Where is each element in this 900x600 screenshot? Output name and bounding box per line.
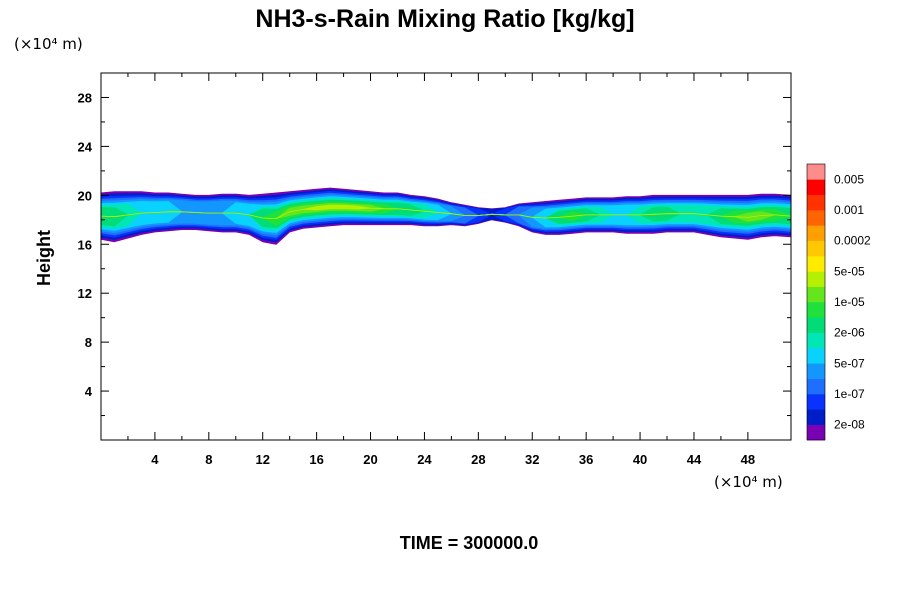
colorbar-swatch [807, 271, 825, 287]
colorbar-swatch [807, 317, 825, 333]
colorbar-label: 1e-05 [834, 295, 865, 309]
x-tick-label: 32 [525, 452, 539, 467]
y-tick-label: 12 [78, 286, 92, 301]
colorbar-label: 0.001 [834, 203, 864, 217]
plot-content [101, 187, 791, 245]
x-axis-unit-label: (×10⁴ m) [714, 473, 783, 491]
colorbar-swatch [807, 256, 825, 272]
x-tick-label: 20 [363, 452, 377, 467]
colorbar-swatch [807, 179, 825, 195]
colorbar-swatch [807, 302, 825, 318]
x-tick-label: 40 [633, 452, 647, 467]
colorbar-label: 2e-08 [834, 418, 865, 432]
colorbar-swatch [807, 164, 825, 180]
y-tick-label: 28 [78, 90, 92, 105]
colorbar-swatch [807, 210, 825, 226]
x-axis: 4 8 12 16 20 24 28 32 36 40 44 48 [127, 73, 755, 467]
x-tick-label: 36 [579, 452, 593, 467]
x-tick-label: 44 [687, 452, 702, 467]
y-axis-unit-label: (×10⁴ m) [14, 35, 83, 53]
y-axis: 4 8 12 16 20 24 28 [78, 90, 791, 417]
colorbar-swatch [807, 348, 825, 364]
colorbar-label: 0.005 [834, 172, 864, 186]
colorbar-label: 2e-06 [834, 326, 865, 340]
y-tick-label: 4 [85, 384, 93, 399]
colorbar-swatch [807, 194, 825, 211]
colorbar-swatch [807, 240, 825, 257]
x-tick-label: 16 [309, 452, 323, 467]
y-tick-label: 20 [78, 188, 92, 203]
x-tick-label: 4 [151, 452, 159, 467]
x-tick-label: 48 [741, 452, 755, 467]
x-tick-label: 28 [471, 452, 485, 467]
contour-band [101, 204, 791, 220]
colorbar-label: 0.0002 [834, 234, 871, 248]
colorbar-swatch [807, 378, 825, 395]
time-label: TIME = 300000.0 [400, 533, 539, 553]
plot-frame [100, 72, 792, 441]
x-tick-label: 8 [205, 452, 212, 467]
colorbar-label: 5e-05 [834, 264, 865, 278]
y-tick-label: 16 [78, 237, 92, 252]
colorbar-swatch [807, 409, 825, 425]
colorbar-swatch [807, 394, 825, 410]
colorbar-swatch [807, 424, 825, 441]
x-tick-label: 24 [417, 452, 432, 467]
colorbar: 2e-08 1e-07 5e-07 2e-06 1e-05 5e-05 0.0002 0.00… [806, 163, 871, 441]
colorbar-swatch [807, 363, 825, 379]
y-axis-label: Height [34, 230, 54, 286]
chart-title: NH3-s-Rain Mixing Ratio [kg/kg] [255, 5, 634, 33]
colorbar-swatch [807, 225, 825, 241]
contour-band [101, 201, 791, 227]
y-tick-label: 24 [78, 139, 93, 154]
colorbar-swatch [807, 286, 825, 303]
x-tick-label: 12 [255, 452, 269, 467]
colorbar-label: 5e-07 [834, 356, 865, 370]
colorbar-frame [806, 163, 826, 441]
contour-band [101, 203, 791, 222]
colorbar-swatch [807, 332, 825, 349]
colorbar-label: 1e-07 [834, 387, 865, 401]
y-tick-label: 8 [85, 335, 92, 350]
